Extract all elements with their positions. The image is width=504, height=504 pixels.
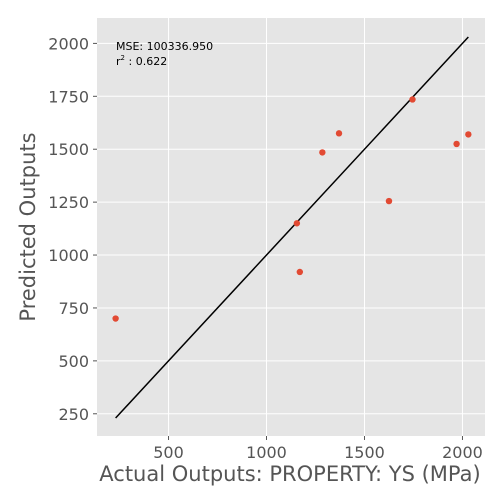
y-axis-label: Predicted Outputs [16, 132, 40, 321]
data-point [409, 96, 416, 103]
y-tick-label: 1500 [48, 140, 89, 159]
plot-area [97, 18, 485, 436]
data-point [319, 149, 326, 156]
y-tick-label: 1000 [48, 246, 89, 265]
r2-superscript: 2 [121, 54, 125, 62]
x-tick-labels: 500 1000 1500 2000 [153, 436, 483, 462]
x-tick-label: 1000 [246, 443, 287, 462]
y-tick-label: 750 [58, 299, 89, 318]
x-tick-label: 1500 [344, 443, 385, 462]
data-point [112, 315, 119, 322]
data-point [335, 130, 343, 137]
y-tick-label: 2000 [48, 34, 89, 53]
data-point [453, 140, 460, 148]
mse-annotation: MSE: 100336.950 [116, 40, 213, 53]
y-tick-label: 1750 [48, 87, 89, 106]
r2-prefix: r [116, 55, 121, 68]
grid [97, 18, 485, 436]
data-points [112, 96, 472, 322]
x-axis-label: Actual Outputs: PROPERTY: YS (MPa) [99, 462, 480, 486]
x-tick-label: 2000 [442, 443, 483, 462]
data-point [296, 268, 304, 276]
y-tick-label: 500 [58, 352, 89, 371]
x-tick-label: 500 [153, 443, 184, 462]
data-point [465, 131, 472, 138]
r2-value: : 0.622 [125, 55, 167, 68]
r2-annotation: r2 : 0.622 [116, 54, 167, 68]
data-point [385, 197, 393, 205]
y-tick-labels: 250 500 750 1000 1250 1500 1750 2000 [48, 34, 97, 424]
y-tick-label: 1250 [48, 193, 89, 212]
y-tick-label: 250 [58, 405, 89, 424]
data-point [293, 220, 301, 227]
